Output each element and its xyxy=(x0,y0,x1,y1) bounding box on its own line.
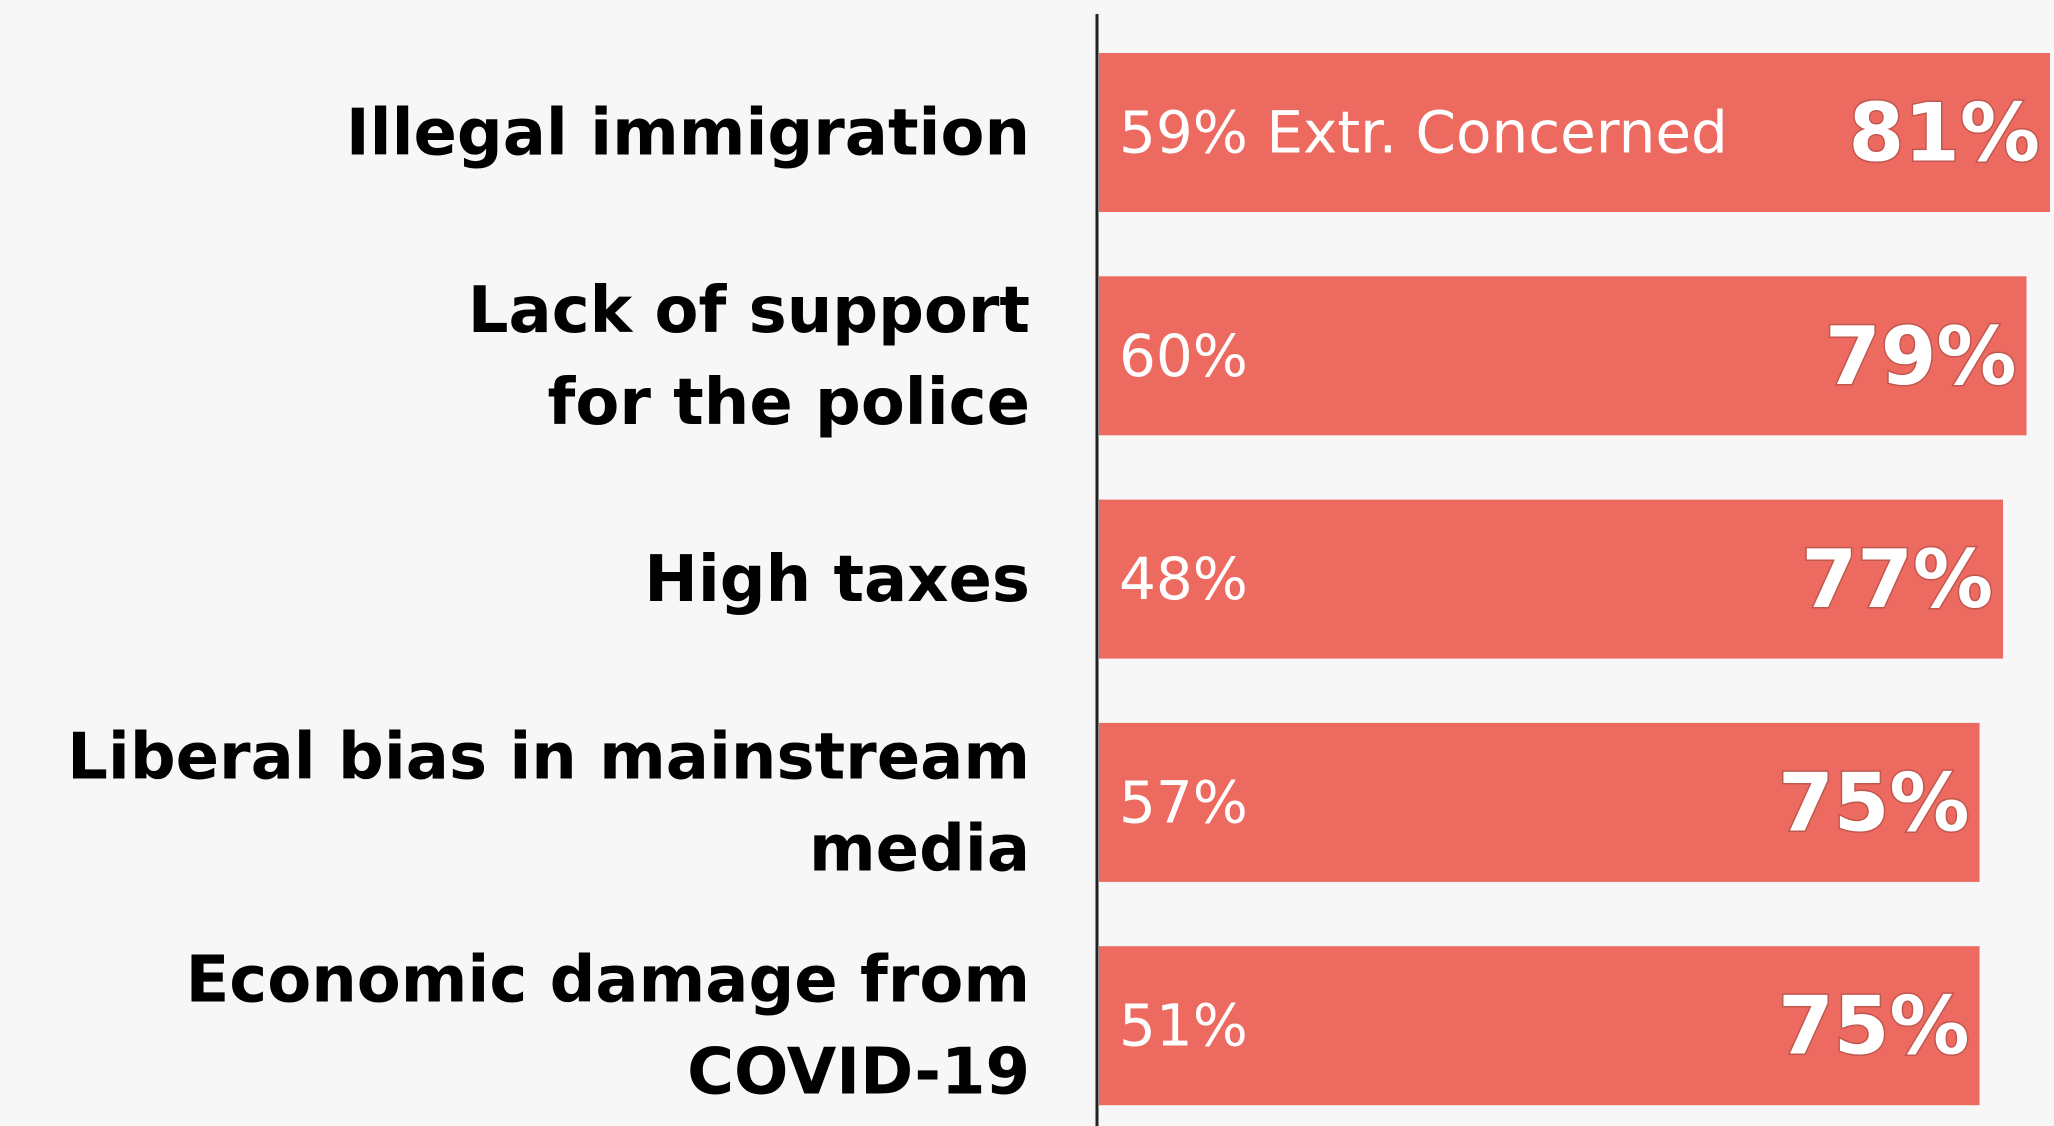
bar xyxy=(1099,276,2027,436)
inner-value-label: 60% xyxy=(1119,322,1248,390)
bars-group: 59% Extr. Concerned 81% 60% 79% 48% 77% 57% 75%… xyxy=(1099,53,2050,1106)
inner-value-label: 57% xyxy=(1119,768,1248,836)
category-label: Lack of support xyxy=(468,274,1030,348)
category-label: media xyxy=(809,812,1030,886)
bar xyxy=(1099,722,1980,882)
category-label: Illegal immigration xyxy=(346,97,1030,171)
total-value-label: 75% xyxy=(1778,980,1969,1073)
bar xyxy=(1099,946,1980,1106)
total-value-label: 79% xyxy=(1825,310,2016,403)
category-label: for the police xyxy=(548,366,1031,440)
total-value-label: 81% xyxy=(1849,87,2040,180)
inner-value-label: 51% xyxy=(1119,992,1248,1060)
bar xyxy=(1099,53,2050,212)
inner-value-label: 59% Extr. Concerned xyxy=(1119,99,1728,167)
category-labels-group: Illegal immigration Lack of support for th… xyxy=(67,97,1030,1110)
category-label: Economic damage from xyxy=(186,944,1030,1018)
category-label: COVID-19 xyxy=(687,1036,1030,1110)
total-value-label: 77% xyxy=(1802,533,1993,626)
bar xyxy=(1099,499,2004,659)
category-label: High taxes xyxy=(644,543,1030,617)
inner-value-label: 48% xyxy=(1119,545,1248,613)
total-value-label: 75% xyxy=(1778,756,1969,849)
category-label: Liberal bias in mainstream xyxy=(67,720,1030,794)
